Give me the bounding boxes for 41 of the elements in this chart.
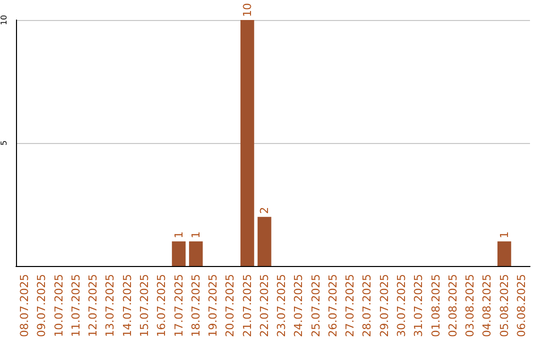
x-tick-label: 06.08.2025	[514, 274, 528, 338]
x-tick-label: 27.07.2025	[344, 274, 357, 338]
x-tick-label: 19.07.2025	[206, 274, 220, 338]
data-label: 2	[258, 206, 271, 214]
x-tick-label: 14.07.2025	[120, 274, 134, 338]
x-tick-label: 20.07.2025	[224, 274, 237, 338]
x-tick-label: 30.07.2025	[395, 274, 408, 338]
x-tick-label: 15.07.2025	[138, 274, 151, 338]
x-tick-label: 12.07.2025	[86, 274, 100, 338]
bar	[497, 241, 512, 266]
x-tick-label: 09.07.2025	[35, 274, 48, 338]
bar	[189, 241, 203, 266]
data-label: 1	[172, 231, 186, 238]
x-tick-label: 28.07.2025	[360, 274, 374, 338]
x-tick-label: 02.08.2025	[446, 274, 460, 338]
x-tick-label: 21.07.2025	[240, 274, 254, 338]
data-label: 10	[240, 3, 254, 17]
bar	[240, 20, 254, 266]
x-tick-label: 22.07.2025	[258, 274, 271, 338]
y-tick-label: 5	[0, 140, 8, 146]
x-tick-label: 16.07.2025	[155, 274, 168, 338]
data-label: 1	[498, 231, 511, 238]
x-tick-label: 24.07.2025	[292, 274, 306, 338]
x-tick-label: 13.07.2025	[104, 274, 117, 338]
bar	[258, 216, 272, 266]
x-tick-label: 26.07.2025	[326, 274, 340, 338]
x-tick-label: 11.07.2025	[69, 274, 82, 338]
x-tick-label: 03.08.2025	[464, 274, 477, 338]
bar	[172, 241, 186, 266]
x-tick-label: 08.07.2025	[18, 274, 32, 338]
x-tick-label: 04.08.2025	[480, 274, 494, 338]
x-tick-label: 17.07.2025	[172, 274, 186, 338]
x-tick-label: 05.08.2025	[498, 274, 511, 338]
x-tick-label: 29.07.2025	[378, 274, 391, 338]
data-label: 1	[189, 231, 202, 238]
x-tick-label: 18.07.2025	[189, 274, 202, 338]
x-tick-label: 31.07.2025	[412, 274, 426, 338]
x-tick-label: 25.07.2025	[309, 274, 322, 338]
x-tick-label: 01.08.2025	[429, 274, 442, 338]
x-tick-label: 23.07.2025	[275, 274, 288, 338]
x-tick-label: 10.07.2025	[52, 274, 66, 338]
